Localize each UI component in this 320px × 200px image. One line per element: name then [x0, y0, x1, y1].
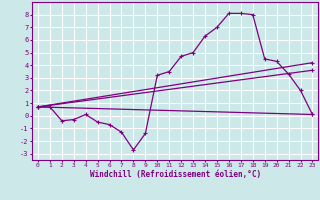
X-axis label: Windchill (Refroidissement éolien,°C): Windchill (Refroidissement éolien,°C) — [90, 170, 261, 179]
